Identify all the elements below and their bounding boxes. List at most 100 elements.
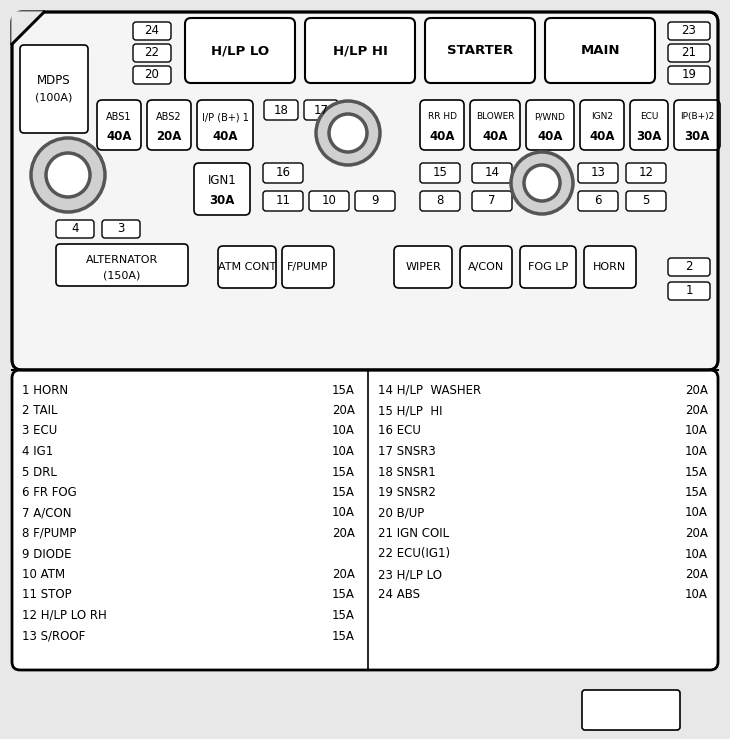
FancyBboxPatch shape (668, 66, 710, 84)
Text: 16: 16 (275, 166, 291, 180)
Circle shape (329, 114, 367, 152)
Text: 30A: 30A (637, 129, 661, 143)
Text: BLOWER: BLOWER (476, 112, 514, 121)
Text: 16 ECU: 16 ECU (378, 424, 421, 437)
Circle shape (316, 101, 380, 165)
Text: 40A: 40A (429, 129, 455, 143)
Text: 40A: 40A (589, 129, 615, 143)
Circle shape (511, 152, 573, 214)
FancyBboxPatch shape (185, 18, 295, 83)
Text: 21 IGN COIL: 21 IGN COIL (378, 527, 449, 540)
Text: 20A: 20A (332, 404, 355, 417)
Text: 12: 12 (639, 166, 653, 180)
FancyBboxPatch shape (425, 18, 535, 83)
FancyBboxPatch shape (626, 191, 666, 211)
Text: 21: 21 (682, 47, 696, 60)
Text: 3 ECU: 3 ECU (22, 424, 57, 437)
Text: 30A: 30A (684, 129, 710, 143)
Text: 3: 3 (118, 222, 125, 236)
Text: H/LP HI: H/LP HI (333, 44, 388, 57)
Text: ABS1: ABS1 (107, 112, 131, 123)
FancyBboxPatch shape (582, 690, 680, 730)
FancyBboxPatch shape (264, 100, 298, 120)
Text: 15 H/LP  HI: 15 H/LP HI (378, 404, 442, 417)
Text: 15A: 15A (332, 609, 355, 622)
Text: 20 B/UP: 20 B/UP (378, 506, 424, 520)
Text: 2 TAIL: 2 TAIL (22, 404, 58, 417)
Text: 2: 2 (685, 261, 693, 273)
FancyBboxPatch shape (526, 100, 574, 150)
Text: 10A: 10A (332, 424, 355, 437)
Text: F/PUMP: F/PUMP (288, 262, 328, 272)
Text: 10A: 10A (685, 424, 708, 437)
Text: HORN: HORN (593, 262, 626, 272)
Text: 15: 15 (433, 166, 447, 180)
FancyBboxPatch shape (545, 18, 655, 83)
Text: 40A: 40A (107, 129, 131, 143)
FancyBboxPatch shape (102, 220, 140, 238)
Text: 18: 18 (274, 103, 288, 117)
Text: 12 H/LP LO RH: 12 H/LP LO RH (22, 609, 107, 622)
FancyBboxPatch shape (584, 246, 636, 288)
Text: 10A: 10A (685, 588, 708, 602)
Text: 15A: 15A (332, 588, 355, 602)
Text: 15A: 15A (332, 630, 355, 642)
FancyBboxPatch shape (472, 163, 512, 183)
Text: ECU: ECU (639, 112, 658, 121)
Text: RR HD: RR HD (428, 112, 456, 121)
FancyBboxPatch shape (668, 282, 710, 300)
Text: 15A: 15A (332, 486, 355, 499)
Text: 10A: 10A (685, 506, 708, 520)
Text: 20A: 20A (332, 568, 355, 581)
Text: 20A: 20A (685, 527, 708, 540)
Text: ABS2: ABS2 (156, 112, 182, 123)
Text: 20A: 20A (156, 129, 182, 143)
Text: MAIN: MAIN (580, 44, 620, 57)
Text: 19 SNSR2: 19 SNSR2 (378, 486, 436, 499)
Text: 40A: 40A (212, 129, 238, 143)
FancyBboxPatch shape (12, 12, 718, 370)
Text: 20: 20 (145, 69, 159, 81)
Text: 9: 9 (372, 194, 379, 208)
Text: 10A: 10A (332, 506, 355, 520)
Text: 15A: 15A (332, 384, 355, 397)
Text: H/LP LO: H/LP LO (211, 44, 269, 57)
Text: 40A: 40A (483, 129, 508, 143)
FancyBboxPatch shape (668, 22, 710, 40)
Text: MDPS: MDPS (37, 73, 71, 86)
FancyBboxPatch shape (263, 163, 303, 183)
Text: 4 IG1: 4 IG1 (22, 445, 53, 458)
Text: ATM CONT: ATM CONT (218, 262, 276, 272)
Text: 8 F/PUMP: 8 F/PUMP (22, 527, 77, 540)
FancyBboxPatch shape (420, 163, 460, 183)
Text: FOG LP: FOG LP (528, 262, 568, 272)
FancyBboxPatch shape (56, 220, 94, 238)
FancyBboxPatch shape (133, 44, 171, 62)
Polygon shape (12, 12, 44, 44)
Text: 6 FR FOG: 6 FR FOG (22, 486, 77, 499)
FancyBboxPatch shape (472, 191, 512, 211)
Text: 24 ABS: 24 ABS (378, 588, 420, 602)
FancyBboxPatch shape (520, 246, 576, 288)
FancyBboxPatch shape (626, 163, 666, 183)
Text: 22 ECU(IG1): 22 ECU(IG1) (378, 548, 450, 560)
Text: 7: 7 (488, 194, 496, 208)
Text: A/CON: A/CON (468, 262, 504, 272)
FancyBboxPatch shape (420, 191, 460, 211)
Text: 19: 19 (682, 69, 696, 81)
Text: 23 H/LP LO: 23 H/LP LO (378, 568, 442, 581)
FancyBboxPatch shape (630, 100, 668, 150)
FancyBboxPatch shape (305, 18, 415, 83)
Text: 18 SNSR1: 18 SNSR1 (378, 466, 436, 478)
Text: 13 S/ROOF: 13 S/ROOF (22, 630, 85, 642)
Text: 20A: 20A (332, 527, 355, 540)
Text: 7 A/CON: 7 A/CON (22, 506, 72, 520)
Text: (100A): (100A) (35, 92, 73, 102)
FancyBboxPatch shape (304, 100, 338, 120)
FancyBboxPatch shape (394, 246, 452, 288)
Text: 30A: 30A (210, 194, 234, 206)
FancyBboxPatch shape (194, 163, 250, 215)
FancyBboxPatch shape (668, 258, 710, 276)
FancyBboxPatch shape (578, 163, 618, 183)
Text: 20A: 20A (685, 404, 708, 417)
